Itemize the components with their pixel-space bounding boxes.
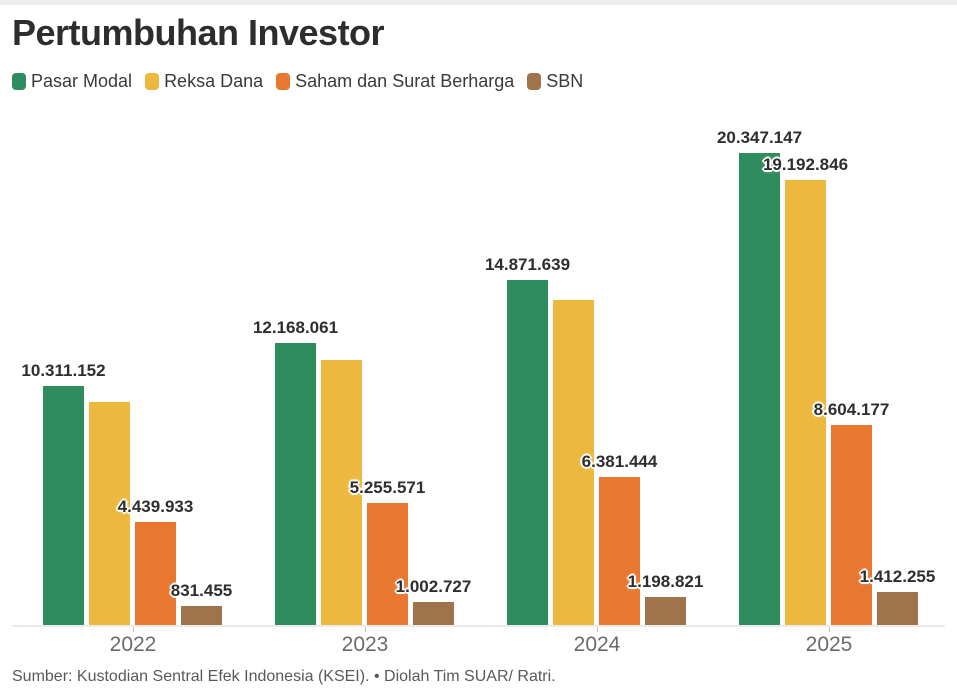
legend-label: Reksa Dana: [164, 71, 264, 91]
legend-swatch-saham-dan-surat-berharga: [276, 73, 291, 90]
bar-saham-dan-surat-berharga-2022: 4.439.933: [118, 497, 193, 625]
bar-value-label-sbn-2024: 1.198.821: [627, 572, 704, 591]
bar-saham-dan-surat-berharga-2023: 5.255.571: [350, 478, 425, 625]
bar-sbn-2023: 1.002.727: [396, 577, 471, 625]
x-axis-label-2024: 2024: [573, 633, 621, 656]
bar-reksa-dana-2023: [321, 360, 362, 625]
bar-reksa-dana-2024: [553, 300, 594, 625]
bar-value-label-sbn-2025: 1.412.255: [859, 567, 936, 586]
source-note: Sumber: Kustodian Sentral Efek Indonesia…: [12, 668, 556, 685]
bar-value-label-saham-dan-surat-berharga-2022: 4.439.933: [117, 497, 194, 516]
bar-value-label-pasar-modal-2022: 10.311.152: [21, 361, 106, 380]
bar-reksa-dana-2025: 19.192.846: [763, 155, 848, 625]
bar-group-2024: 14.871.639 6.381.444 1.198.821: [485, 255, 703, 625]
x-axis-tick-2022: [133, 627, 134, 632]
top-strip: [0, 0, 957, 5]
bar-sbn-2025: 1.412.255: [860, 567, 935, 625]
bar-group-2025: 20.347.147 19.192.846 8.604.177 1.412.255: [717, 128, 935, 625]
x-axis-label-2025: 2025: [805, 633, 853, 656]
legend-item-pasar-modal: Pasar Modal: [12, 71, 132, 92]
bar-saham-dan-surat-berharga-2024: 6.381.444: [582, 452, 657, 625]
legend-item-sbn: SBN: [527, 71, 583, 92]
bar-pasar-modal-2022: 10.311.152: [21, 361, 106, 625]
x-axis-label-2023: 2023: [341, 633, 389, 656]
bar-sbn-2022: 831.455: [171, 581, 232, 625]
legend-item-reksa-dana: Reksa Dana: [145, 71, 263, 92]
bar-value-label-saham-dan-surat-berharga-2025: 8.604.177: [813, 400, 890, 419]
x-axis-tick-2025: [829, 627, 830, 632]
chart-title: Pertumbuhan Investor: [12, 12, 385, 53]
bar-pasar-modal-2025: 20.347.147: [717, 128, 802, 625]
bar-sbn-2024: 1.198.821: [628, 572, 703, 625]
bar-value-label-saham-dan-surat-berharga-2024: 6.381.444: [581, 452, 658, 471]
legend-swatch-pasar-modal: [12, 73, 26, 90]
legend-item-saham-dan-surat-berharga: Saham dan Surat Berharga: [276, 71, 514, 92]
legend-label: Pasar Modal: [31, 71, 133, 91]
bar-value-label-pasar-modal-2025: 20.347.147: [716, 128, 803, 147]
x-axis-tick-2023: [365, 627, 366, 632]
bar-group-2022: 10.311.152 4.439.933 831.455: [21, 361, 232, 625]
legend-swatch-reksa-dana: [145, 73, 160, 90]
bar-pasar-modal-2023: 12.168.061: [253, 318, 338, 625]
chart-plot-area: 10.311.152 4.439.933 831.455 12.168.061 5.25…: [0, 128, 957, 627]
bar-value-label-sbn-2023: 1.002.727: [395, 577, 472, 596]
bar-pasar-modal-2024: 14.871.639: [485, 255, 570, 625]
x-axis: 2022 2023 2024 2025: [0, 627, 957, 667]
legend-swatch-sbn: [527, 73, 542, 90]
bar-group-2023: 12.168.061 5.255.571 1.002.727: [253, 318, 471, 625]
bar-value-label-reksa-dana-2025: 19.192.846: [762, 155, 849, 174]
legend-label: SBN: [546, 71, 584, 91]
legend-label: Saham dan Surat Berharga: [295, 71, 515, 91]
legend: Pasar Modal Reksa Dana Saham dan Surat Ber…: [12, 71, 596, 92]
x-axis-tick-2024: [597, 627, 598, 632]
bar-saham-dan-surat-berharga-2025: 8.604.177: [814, 400, 889, 625]
bar-value-label-saham-dan-surat-berharga-2023: 5.255.571: [349, 478, 426, 497]
bar-value-label-sbn-2022: 831.455: [170, 581, 233, 600]
bar-value-label-pasar-modal-2023: 12.168.061: [252, 318, 339, 337]
bar-value-label-pasar-modal-2024: 14.871.639: [484, 255, 571, 274]
x-axis-line: [12, 625, 945, 627]
x-axis-label-2022: 2022: [109, 633, 157, 656]
bar-reksa-dana-2022: [89, 402, 130, 625]
